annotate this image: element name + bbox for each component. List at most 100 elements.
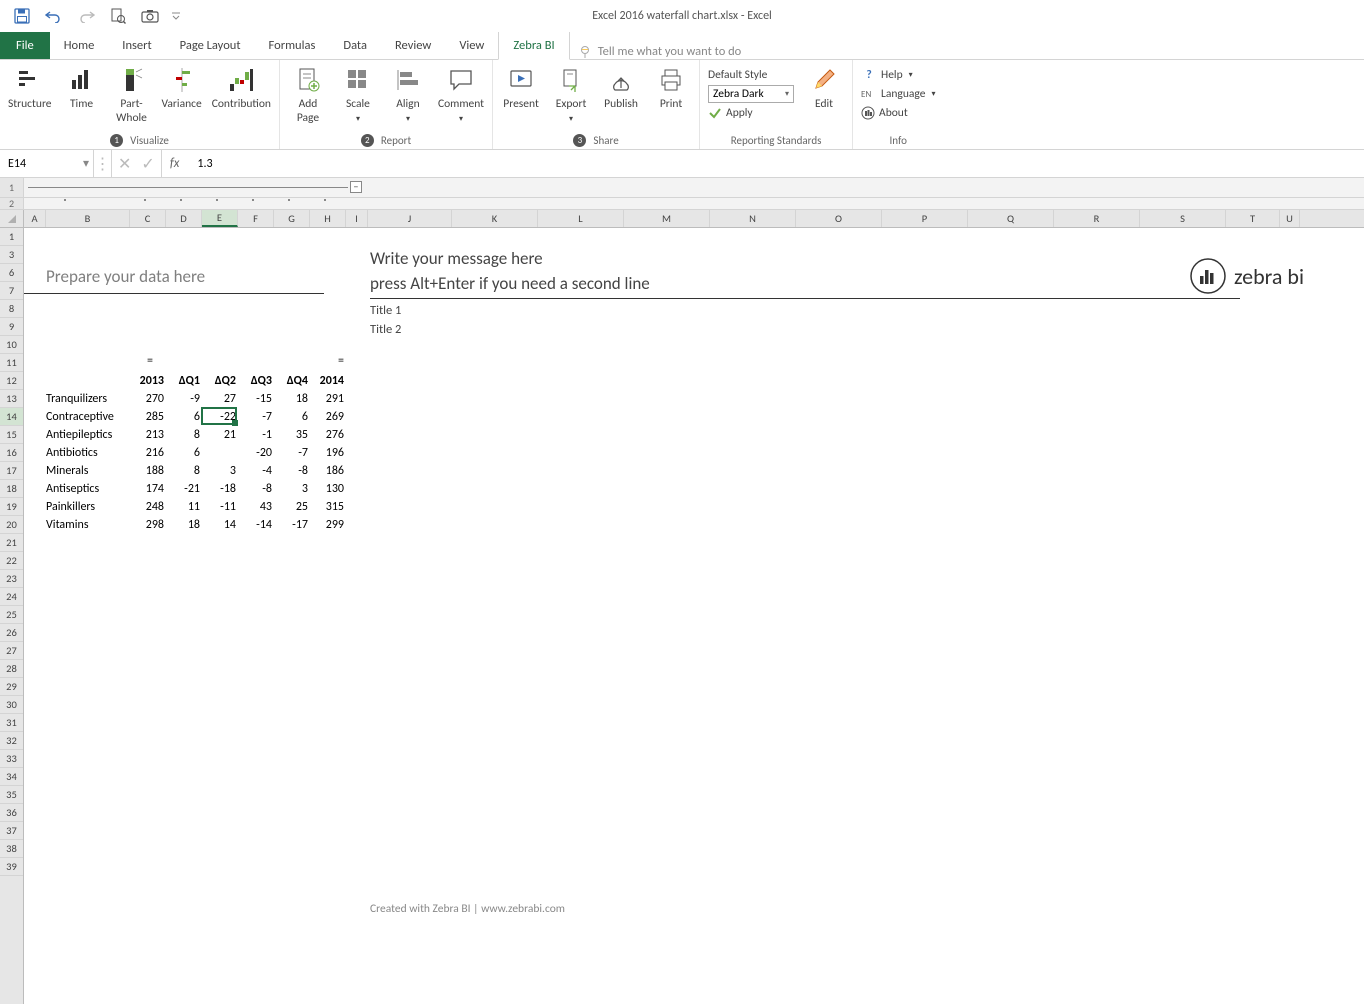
cell-value[interactable]: -9 — [168, 392, 204, 406]
row-header-26[interactable]: 26 — [0, 624, 23, 642]
part-whole-button[interactable]: Part- Whole — [112, 64, 152, 126]
cell-value[interactable]: 21 — [204, 428, 240, 442]
cell-value[interactable]: 25 — [276, 500, 312, 514]
tell-me-search[interactable]: Tell me what you want to do — [578, 44, 742, 59]
tab-insert[interactable]: Insert — [108, 32, 165, 59]
row-header-30[interactable]: 30 — [0, 696, 23, 714]
row-header-29[interactable]: 29 — [0, 678, 23, 696]
cell-value[interactable]: -11 — [204, 500, 240, 514]
cell-value[interactable]: 8 — [168, 428, 204, 442]
row-header-1[interactable]: 1 — [0, 228, 23, 246]
row-header-10[interactable]: 10 — [0, 336, 23, 354]
column-header-E[interactable]: E — [202, 210, 238, 227]
column-header-D[interactable]: D — [166, 210, 202, 227]
column-header-L[interactable]: L — [538, 210, 624, 227]
column-header-M[interactable]: M — [624, 210, 710, 227]
cell-value[interactable]: 27 — [204, 392, 240, 406]
cell-value[interactable]: -4 — [240, 464, 276, 478]
cell-value[interactable]: 18 — [168, 518, 204, 532]
tab-file[interactable]: File — [0, 32, 50, 59]
cell-value[interactable]: -14 — [240, 518, 276, 532]
publish-button[interactable]: Publish — [601, 64, 641, 112]
cell-value[interactable]: 130 — [312, 482, 348, 496]
column-header-R[interactable]: R — [1054, 210, 1140, 227]
name-box[interactable]: E14 ▾ — [0, 150, 94, 177]
row-header-6[interactable]: 6 — [0, 264, 23, 282]
cell-value[interactable]: -20 — [240, 446, 276, 460]
cell-value[interactable]: 269 — [312, 410, 348, 424]
column-header-I[interactable]: I — [346, 210, 368, 227]
cancel-icon[interactable]: ✕ — [118, 154, 131, 174]
formula-input[interactable]: 1.3 — [187, 150, 1364, 177]
save-icon[interactable] — [10, 4, 34, 28]
outline-level-1[interactable]: 1 — [0, 178, 24, 197]
undo-icon[interactable] — [42, 4, 66, 28]
column-header-O[interactable]: O — [796, 210, 882, 227]
outline-collapse-button[interactable]: − — [350, 181, 362, 193]
row-header-17[interactable]: 17 — [0, 462, 23, 480]
cell-value[interactable]: 8 — [168, 464, 204, 478]
accept-icon[interactable]: ✓ — [141, 154, 154, 174]
tab-formulas[interactable]: Formulas — [255, 32, 330, 59]
help-button[interactable]: ? Help▾ — [861, 66, 935, 84]
qat-customize-icon[interactable] — [170, 4, 182, 28]
row-header-21[interactable]: 21 — [0, 534, 23, 552]
column-header-J[interactable]: J — [368, 210, 452, 227]
cell-value[interactable]: -21 — [168, 482, 204, 496]
cell-value[interactable]: 18 — [276, 392, 312, 406]
add-page-button[interactable]: Add Page — [288, 64, 328, 126]
cell-value[interactable]: -1 — [240, 428, 276, 442]
cells-area[interactable]: ABCDEFGHIJKLMNOPQRSTU Prepare your data … — [24, 210, 1364, 1004]
cell-value[interactable]: 285 — [132, 410, 168, 424]
column-header-G[interactable]: G — [274, 210, 310, 227]
apply-button[interactable]: Apply — [708, 104, 794, 122]
row-header-32[interactable]: 32 — [0, 732, 23, 750]
cell-value[interactable]: 3 — [276, 482, 312, 496]
row-header-31[interactable]: 31 — [0, 714, 23, 732]
time-button[interactable]: Time — [62, 64, 102, 112]
column-header-Q[interactable]: Q — [968, 210, 1054, 227]
about-button[interactable]: About — [861, 104, 935, 122]
row-header-24[interactable]: 24 — [0, 588, 23, 606]
column-header-U[interactable]: U — [1280, 210, 1300, 227]
column-header-P[interactable]: P — [882, 210, 968, 227]
cell-value[interactable]: 43 — [240, 500, 276, 514]
chevron-down-icon[interactable]: ▾ — [83, 156, 89, 171]
cell-value[interactable]: 6 — [168, 446, 204, 460]
cell-value[interactable]: 174 — [132, 482, 168, 496]
row-header-25[interactable]: 25 — [0, 606, 23, 624]
cell-value[interactable]: 213 — [132, 428, 168, 442]
cell-value[interactable]: -22 — [204, 410, 240, 424]
cell-value[interactable]: -7 — [276, 446, 312, 460]
row-header-22[interactable]: 22 — [0, 552, 23, 570]
row-header-20[interactable]: 20 — [0, 516, 23, 534]
cell-value[interactable]: 276 — [312, 428, 348, 442]
column-header-K[interactable]: K — [452, 210, 538, 227]
column-header-C[interactable]: C — [130, 210, 166, 227]
tab-zebra-bi[interactable]: Zebra BI — [498, 31, 569, 60]
tab-data[interactable]: Data — [329, 32, 381, 59]
row-header-15[interactable]: 15 — [0, 426, 23, 444]
row-header-36[interactable]: 36 — [0, 804, 23, 822]
cell-value[interactable]: 3 — [204, 464, 240, 478]
cell-value[interactable]: -17 — [276, 518, 312, 532]
row-header-8[interactable]: 8 — [0, 300, 23, 318]
cell-value[interactable]: 196 — [312, 446, 348, 460]
cell-value[interactable]: 315 — [312, 500, 348, 514]
row-header-27[interactable]: 27 — [0, 642, 23, 660]
present-button[interactable]: Present — [501, 64, 541, 112]
row-header-14[interactable]: 14 — [0, 408, 23, 426]
camera-icon[interactable] — [138, 4, 162, 28]
column-header-S[interactable]: S — [1140, 210, 1226, 227]
contribution-button[interactable]: Contribution — [212, 64, 271, 112]
cell-value[interactable]: 299 — [312, 518, 348, 532]
select-all-corner[interactable] — [0, 210, 23, 228]
row-header-9[interactable]: 9 — [0, 318, 23, 336]
cell-value[interactable]: 216 — [132, 446, 168, 460]
cell-value[interactable]: 291 — [312, 392, 348, 406]
row-header-12[interactable]: 12 — [0, 372, 23, 390]
print-preview-icon[interactable] — [106, 4, 130, 28]
cell-value[interactable]: 248 — [132, 500, 168, 514]
row-header-13[interactable]: 13 — [0, 390, 23, 408]
cell-value[interactable]: 11 — [168, 500, 204, 514]
